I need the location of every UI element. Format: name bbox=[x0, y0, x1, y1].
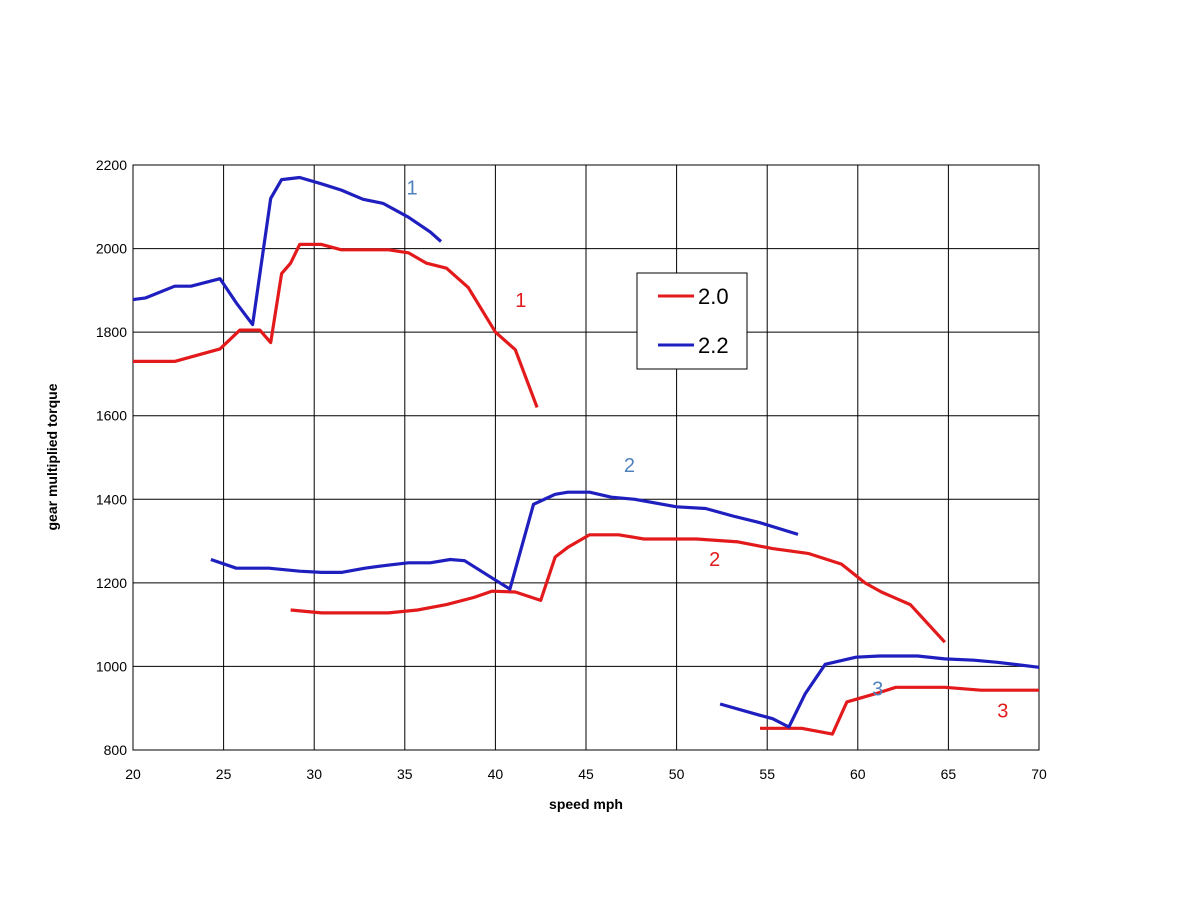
gridlines bbox=[132, 164, 1040, 751]
x-tick-label: 70 bbox=[1031, 766, 1047, 782]
y-axis-title: gear multiplied torque bbox=[44, 383, 60, 530]
y-tick-label: 2200 bbox=[96, 157, 127, 173]
legend-label-2-0: 2.0 bbox=[698, 284, 729, 309]
x-tick-label: 50 bbox=[669, 766, 685, 782]
x-tick-label: 30 bbox=[306, 766, 322, 782]
y-tick-label: 1400 bbox=[96, 491, 127, 507]
series-line-2-2-gear-1 bbox=[132, 175, 443, 327]
y-tick-label: 1200 bbox=[96, 575, 127, 591]
y-tick-label: 1800 bbox=[96, 324, 127, 340]
y-tick-label: 2000 bbox=[96, 241, 127, 257]
x-tick-label: 65 bbox=[941, 766, 957, 782]
series-line-2-2-gear-2 bbox=[210, 490, 799, 591]
series-lines bbox=[132, 175, 1040, 736]
x-axis-title: speed mph bbox=[549, 796, 623, 812]
x-tick-label: 60 bbox=[850, 766, 866, 782]
legend-box bbox=[636, 272, 748, 370]
y-tick-label: 1000 bbox=[96, 658, 127, 674]
x-tick-label: 20 bbox=[125, 766, 141, 782]
x-tick-label: 40 bbox=[488, 766, 504, 782]
gear-annotation: 3 bbox=[997, 700, 1008, 722]
gear-annotation: 1 bbox=[515, 290, 526, 312]
y-tick-labels: 800 1000 1200 1400 1600 1800 2000 2200 bbox=[96, 157, 127, 758]
legend: 2.0 2.2 bbox=[636, 272, 748, 370]
x-tick-label: 35 bbox=[397, 766, 413, 782]
gear-annotation: 2 bbox=[709, 549, 720, 571]
gear-annotation: 1 bbox=[406, 177, 417, 199]
series-line-2-2-gear-3 bbox=[719, 654, 1040, 729]
x-tick-labels: 20 25 30 35 40 45 50 55 60 65 70 bbox=[125, 766, 1047, 782]
legend-label-2-2: 2.2 bbox=[698, 333, 729, 358]
series-line-2-0-gear-3 bbox=[760, 685, 1039, 736]
series-line-2-0-gear-2 bbox=[290, 533, 946, 644]
gear-annotations: 1 1 2 2 3 3 bbox=[406, 177, 1008, 722]
y-tick-label: 800 bbox=[104, 742, 128, 758]
x-tick-label: 45 bbox=[578, 766, 594, 782]
x-tick-label: 55 bbox=[759, 766, 775, 782]
gear-annotation: 2 bbox=[624, 455, 635, 477]
x-tick-label: 25 bbox=[216, 766, 232, 782]
series-line-2-0-gear-1 bbox=[133, 242, 539, 408]
y-tick-label: 1600 bbox=[96, 408, 127, 424]
gear-annotation: 3 bbox=[872, 679, 883, 701]
